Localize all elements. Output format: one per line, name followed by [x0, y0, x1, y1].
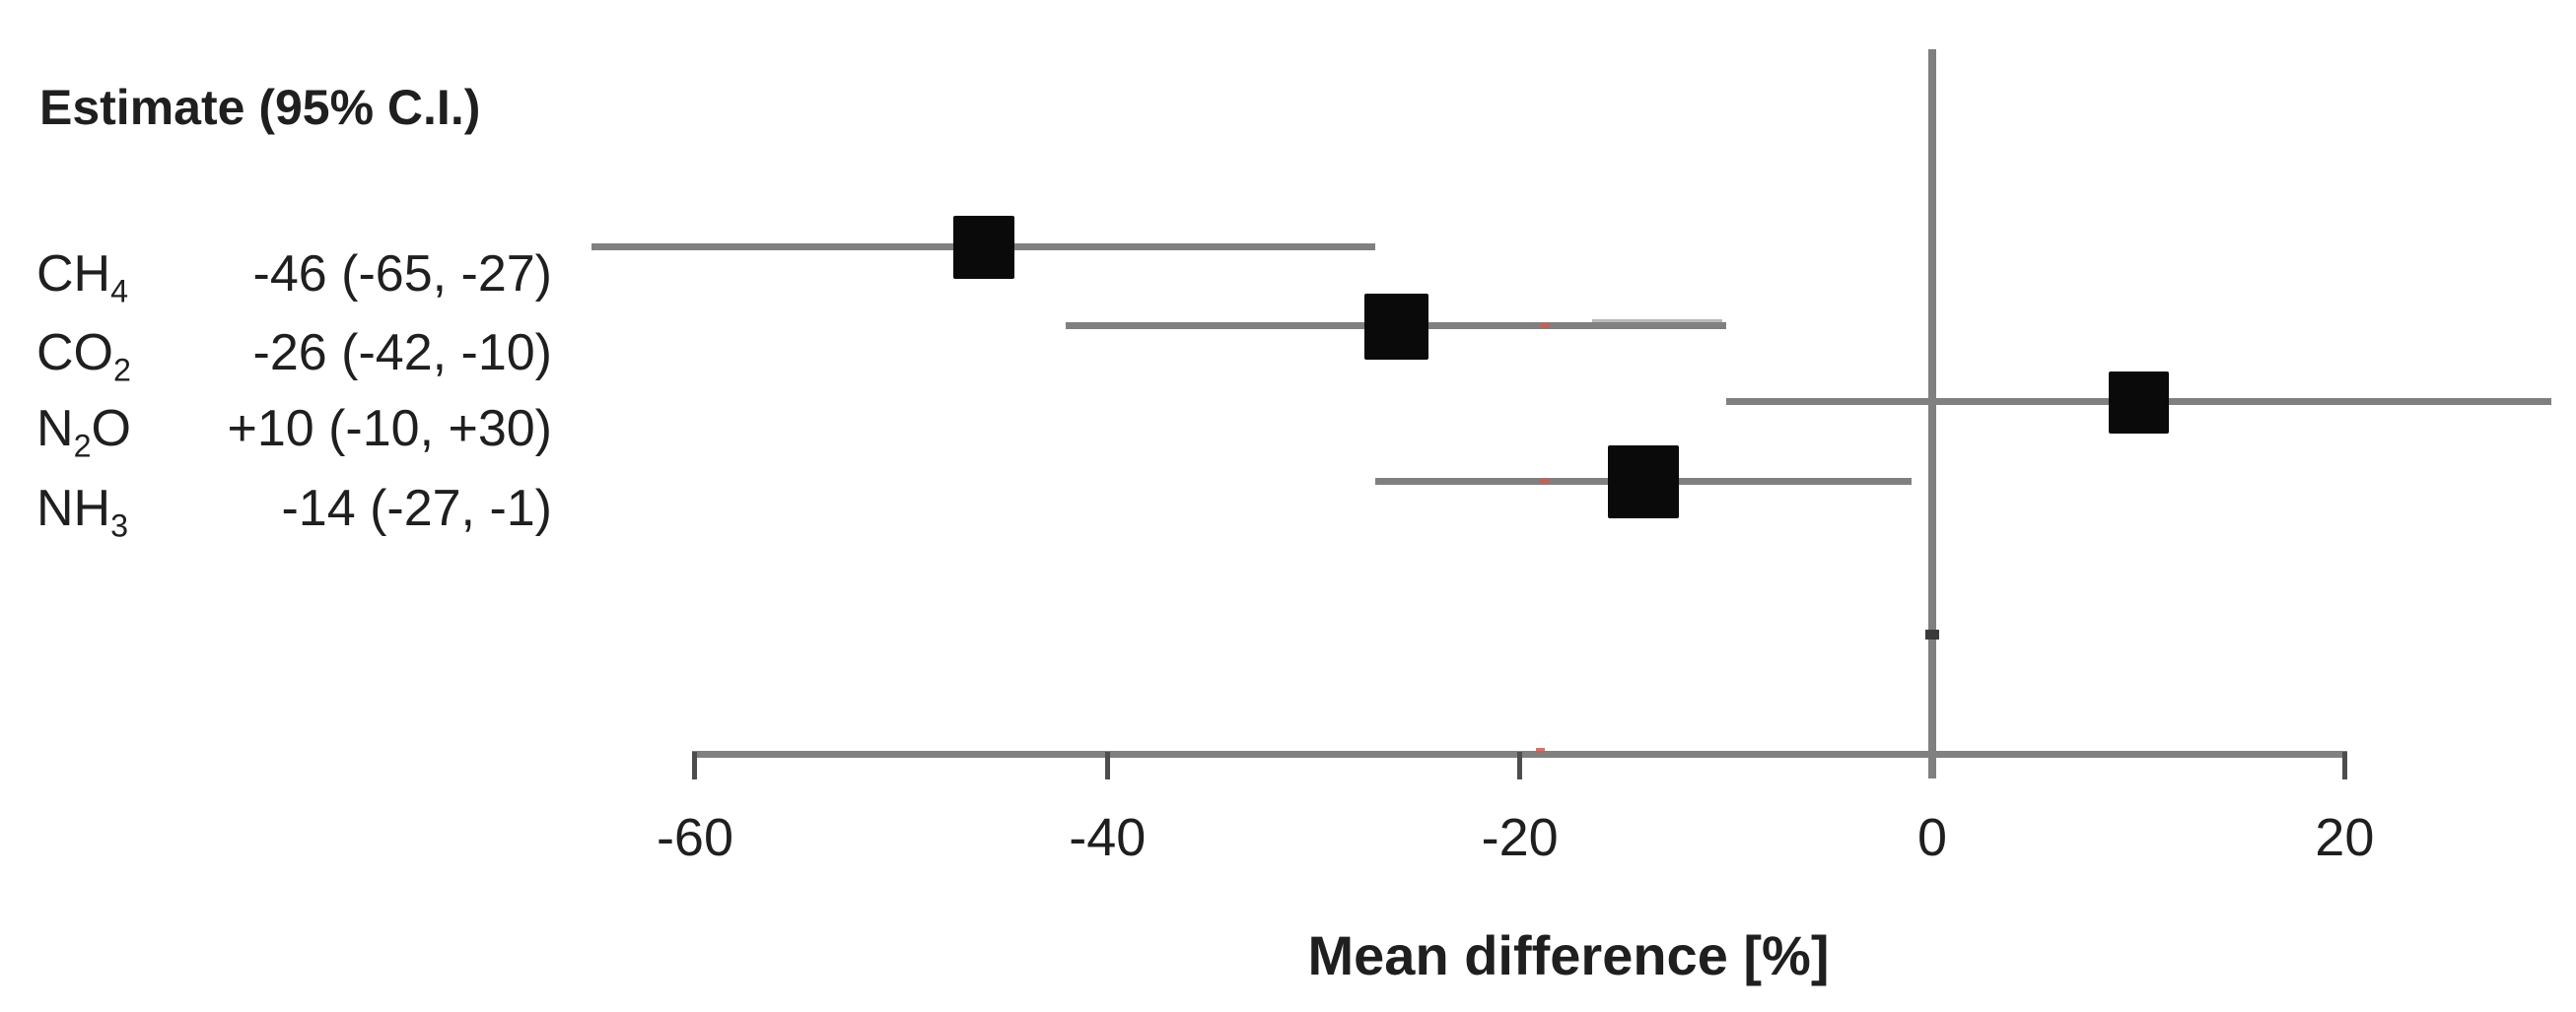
artifact-red-speck: [1540, 479, 1550, 484]
estimate-marker-CH4: [952, 216, 1014, 279]
x-axis-tick: [2341, 752, 2347, 779]
estimate-marker-NH3: [1608, 445, 1680, 518]
row-label-N2O: N2O: [36, 400, 131, 464]
x-axis-tick: [692, 752, 698, 779]
row-estimate-N2O: +10 (-10, +30): [227, 400, 552, 457]
x-tick-label: -60: [656, 808, 733, 867]
estimate-marker-CO2: [1363, 293, 1428, 360]
x-tick-label: 20: [2315, 808, 2375, 867]
figure-title: Estimate (95% C.I.): [39, 80, 481, 135]
artifact-red-speck: [1540, 323, 1550, 328]
zero-reference-line: [1928, 49, 1936, 778]
row-label-CH4: CH4: [36, 245, 129, 309]
x-axis-tick: [1517, 752, 1523, 779]
x-axis-tick: [1104, 752, 1110, 779]
x-tick-label: -40: [1069, 808, 1147, 867]
artifact-light-line: [1591, 319, 1722, 322]
estimate-marker-N2O: [2108, 371, 2169, 434]
artifact-zero-line-nick: [1925, 630, 1939, 640]
row-label-CO2: CO2: [36, 324, 131, 388]
x-tick-label: -20: [1481, 808, 1559, 867]
row-estimate-CH4: -46 (-65, -27): [252, 245, 552, 303]
row-label-NH3: NH3: [36, 480, 129, 544]
row-estimate-NH3: -14 (-27, -1): [281, 480, 552, 537]
x-tick-label: 0: [1916, 808, 1948, 867]
row-estimate-CO2: -26 (-42, -10): [252, 324, 552, 381]
x-axis-title: Mean difference [%]: [1307, 924, 1830, 986]
artifact-red-speck: [1536, 748, 1546, 753]
